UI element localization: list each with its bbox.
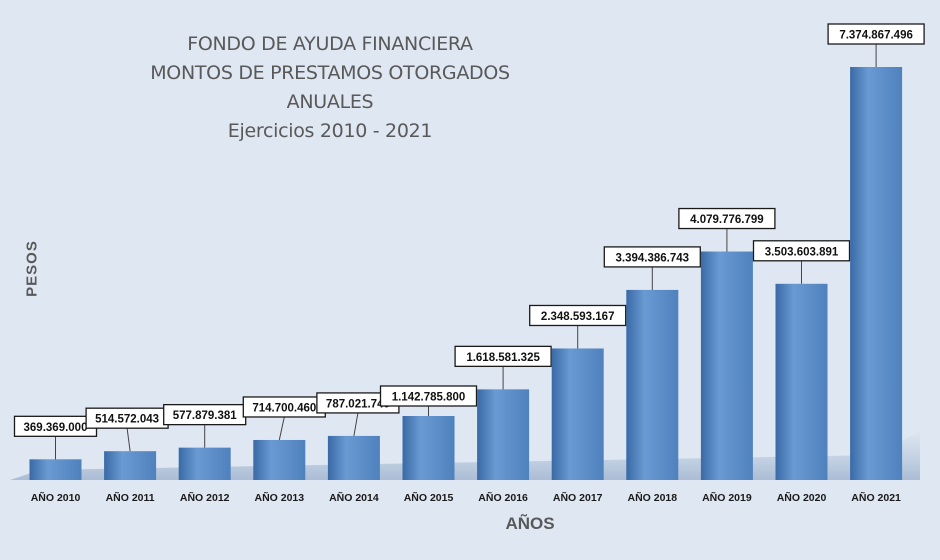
data-label: 1.142.785.800	[392, 392, 466, 404]
x-tick-label: AÑO 2013	[254, 491, 304, 504]
bar	[327, 435, 380, 480]
data-label-box	[529, 304, 627, 327]
chart-title-line-1: FONDO DE AYUDA FINANCIERA	[187, 33, 473, 55]
bar	[626, 289, 679, 480]
chart-title-line-2: MONTOS DE PRESTAMOS OTORGADOS ANUALES	[150, 62, 510, 113]
bar	[402, 416, 455, 480]
bar	[700, 251, 753, 480]
chart-title-line-3: Ejercicios 2010 - 2021	[227, 120, 433, 142]
data-label: 577.879.381	[173, 410, 238, 422]
data-label-leader	[353, 412, 359, 437]
data-label: 2.348.593.167	[541, 311, 615, 323]
data-label-box	[603, 246, 701, 268]
data-label: 787.021.740	[326, 398, 390, 410]
data-label-box	[827, 23, 925, 45]
data-label: 3.394.386.743	[616, 252, 690, 264]
data-label: 514.572.043	[95, 414, 159, 426]
x-tick-label: AÑO 2021	[851, 491, 901, 504]
x-tick-label: AÑO 2020	[777, 491, 827, 504]
bar	[29, 459, 82, 480]
x-tick-label: AÑO 2018	[627, 491, 677, 504]
bar	[253, 439, 306, 480]
x-tick-label: AÑO 2017	[553, 491, 603, 504]
data-label-box	[678, 207, 776, 230]
data-label: 369.369.000	[24, 422, 88, 434]
data-label-leader	[126, 428, 131, 452]
data-label-leader	[278, 416, 285, 441]
x-tick-label: AÑO 2019	[702, 491, 752, 504]
data-label-box	[379, 385, 478, 407]
x-tick-label: AÑO 2011	[106, 491, 155, 504]
bar	[178, 447, 231, 480]
bar	[850, 67, 903, 480]
chart-floor-shadow	[10, 430, 920, 480]
chart-title: FONDO DE AYUDA FINANCIERA MONTOS DE PRES…	[120, 30, 540, 146]
x-tick-label: AÑO 2010	[31, 491, 81, 504]
data-label: 1.618.581.325	[466, 352, 540, 364]
x-axis-label: AÑOS	[505, 514, 555, 533]
data-label: 714.700.460	[252, 402, 316, 414]
data-label: 4.079.776.799	[690, 214, 764, 226]
x-tick-label: AÑO 2016	[478, 491, 528, 504]
x-tick-label: AÑO 2014	[329, 491, 379, 504]
data-label-box	[454, 345, 552, 368]
x-tick-label: AÑO 2015	[404, 491, 454, 504]
data-label-box	[752, 240, 851, 262]
bar	[775, 283, 828, 480]
bar	[551, 348, 604, 480]
data-label: 3.503.603.891	[765, 246, 839, 258]
data-label: 7.374.867.496	[839, 30, 913, 42]
bar	[104, 451, 157, 480]
x-tick-label: AÑO 2012	[180, 491, 230, 504]
bar	[477, 389, 530, 480]
